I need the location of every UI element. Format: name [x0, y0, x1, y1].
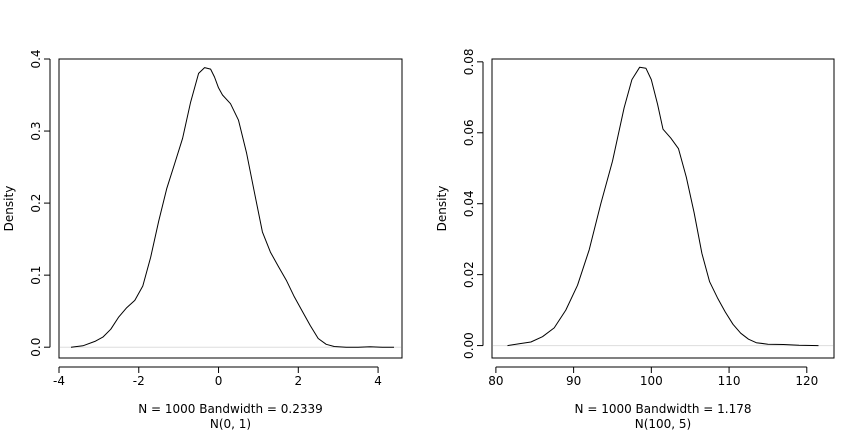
y-tick-label: 0.1 [29, 266, 43, 285]
x-tick-label: 2 [294, 374, 302, 388]
y-tick-label: 0.04 [462, 190, 476, 217]
x-tick-label: 110 [718, 374, 741, 388]
x-axis-title: N = 1000 Bandwidth = 0.2339 [138, 402, 323, 416]
x-tick-label: 120 [795, 374, 818, 388]
y-tick-label: 0.06 [462, 119, 476, 146]
y-tick-label: 0.2 [29, 194, 43, 213]
density-panel-normal-100-5: 80 90 100 110 120 0.00 0.02 0.04 0.06 0.08 Density… [435, 48, 835, 431]
plot-frame [491, 58, 835, 359]
x-tick-label: -2 [133, 374, 145, 388]
x-tick-label: 0 [215, 374, 223, 388]
y-tick-label: 0.4 [29, 49, 43, 68]
x-tick-label: -4 [53, 374, 65, 388]
density-curve [507, 66, 819, 347]
density-curve [70, 67, 394, 348]
x-tick-label: 90 [566, 374, 581, 388]
distribution-label: N(100, 5) [635, 417, 692, 431]
y-tick-label: 0.08 [462, 48, 476, 75]
distribution-label: N(0, 1) [210, 417, 251, 431]
y-tick-label: 0.02 [462, 261, 476, 288]
y-axis-title: Density [435, 186, 449, 232]
y-tick-label: 0.00 [462, 332, 476, 359]
y-tick-label: 0.0 [29, 338, 43, 357]
x-axis-title: N = 1000 Bandwidth = 1.178 [575, 402, 752, 416]
y-axis-title: Density [2, 186, 16, 232]
density-panel-normal-0-1: -4 -2 0 2 4 0.0 0.1 0.2 0.3 0.4 Density N = 1000 Ba… [2, 49, 403, 431]
x-tick-label: 4 [374, 374, 382, 388]
x-tick-label: 100 [640, 374, 663, 388]
y-tick-label: 0.3 [29, 122, 43, 141]
x-tick-label: 80 [488, 374, 503, 388]
plot-frame [58, 58, 403, 359]
